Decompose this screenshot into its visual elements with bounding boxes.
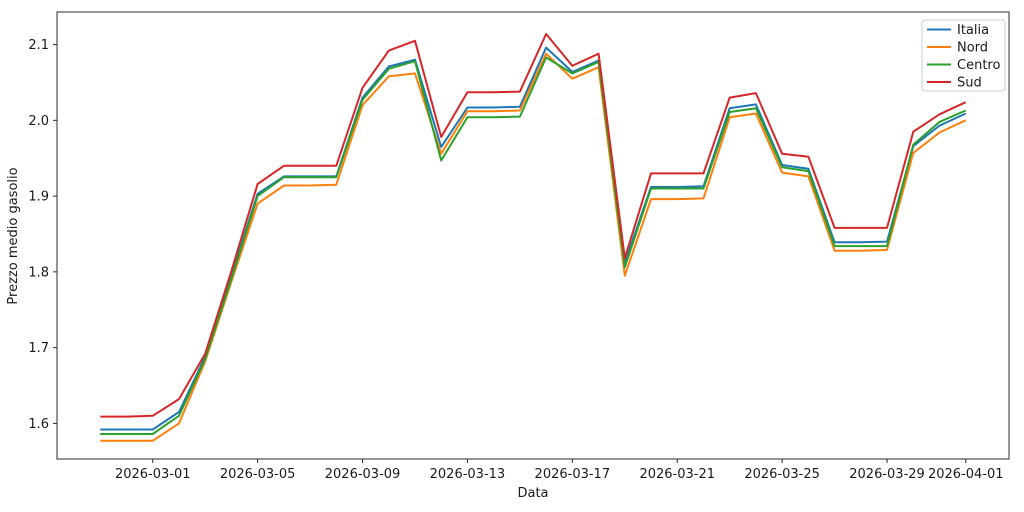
y-axis-label: Prezzo medio gasolio: [6, 167, 21, 304]
series-line-sud: [100, 33, 967, 418]
legend-label: Sud: [957, 76, 982, 91]
x-axis-label: Data: [517, 486, 548, 501]
legend-item-nord: Nord: [927, 41, 988, 56]
x-axis-tick-label: 2026-03-05: [220, 467, 296, 482]
x-axis-tick-label: 2026-03-21: [639, 467, 715, 482]
y-axis-tick-label: 1.6: [28, 417, 49, 432]
x-axis-tick-label: 2026-03-25: [744, 467, 820, 482]
series-line-centro: [100, 56, 967, 435]
x-axis-tick-label: 2026-03-29: [849, 467, 925, 482]
y-axis-tick-label: 2.1: [28, 38, 49, 53]
legend-label: Nord: [957, 41, 988, 56]
y-axis-tick-label: 1.9: [28, 190, 49, 205]
y-axis-tick-label: 2.0: [28, 114, 49, 129]
legend-box: [921, 19, 1006, 92]
x-axis-tick-label: 2026-03-01: [115, 467, 191, 482]
legend: Italia Nord Centro Sud: [921, 19, 1006, 92]
legend-item-sud: Sud: [927, 76, 982, 91]
legend-item-centro: Centro: [927, 58, 1000, 73]
x-axis-tick-label: 2026-03-13: [430, 467, 506, 482]
y-axis-tick-label: 1.8: [28, 265, 49, 280]
x-axis-tick-label: 2026-04-01: [928, 467, 1004, 482]
series-line-nord: [100, 52, 967, 442]
x-axis-tick-label: 2026-03-09: [325, 467, 401, 482]
y-axis-tick-label: 1.7: [28, 341, 49, 356]
legend-item-italia: Italia: [927, 23, 989, 38]
legend-label: Italia: [957, 23, 989, 38]
legend-label: Centro: [957, 58, 1000, 73]
x-axis-tick-label: 2026-03-17: [535, 467, 611, 482]
plot-border: [56, 11, 1010, 460]
series-line-italia: [100, 46, 967, 431]
